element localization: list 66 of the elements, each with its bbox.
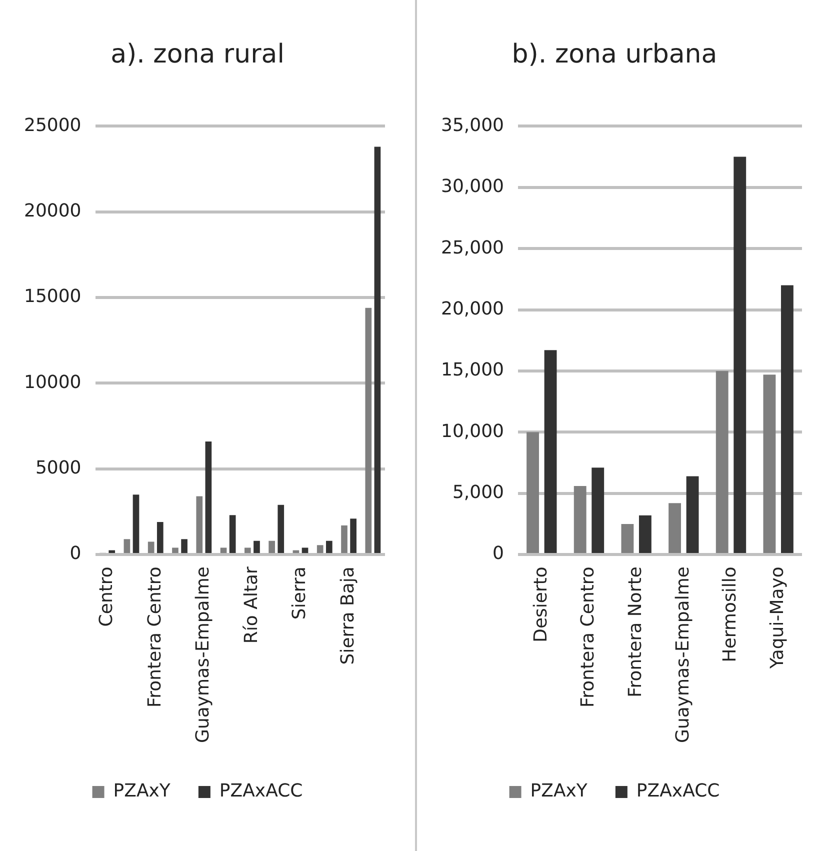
x-tick-label: Sierra Baja	[337, 566, 358, 665]
y-tick-label: 30,000	[441, 176, 504, 198]
bar	[278, 504, 284, 554]
x-tick-label: Yaqui-Mayo	[767, 566, 788, 670]
bar	[326, 540, 332, 554]
y-tick-label: 5,000	[452, 482, 504, 504]
y-tick-label: 5000	[35, 458, 82, 479]
bar	[716, 370, 728, 554]
bar	[205, 441, 212, 554]
x-tick-label: Sierra	[289, 566, 310, 620]
y-tick-label: 15,000	[441, 360, 504, 381]
bar	[268, 540, 275, 554]
y-tick-label: 20,000	[441, 298, 504, 320]
x-tick-label: Centro	[96, 566, 118, 627]
x-tick-label: Guaymas-Empalme	[192, 566, 214, 744]
legend-label: PZAxACC	[636, 780, 720, 802]
bar	[638, 515, 652, 554]
y-tick-label: 10000	[24, 372, 82, 393]
y-tick-label: 35,000	[441, 114, 504, 136]
bar	[316, 545, 324, 554]
bar	[350, 518, 356, 554]
bar	[365, 308, 372, 554]
bar	[108, 550, 116, 554]
bar	[302, 548, 308, 554]
bar	[763, 374, 776, 554]
legend-label: PZAxY	[530, 780, 588, 802]
x-tick-label: Guaymas-Empalme	[672, 566, 694, 744]
y-tick-label: 15000	[24, 286, 82, 308]
x-tick-label: Frontera Centro	[144, 566, 166, 708]
bar	[156, 522, 164, 554]
bar	[196, 496, 203, 554]
y-tick-label: 20000	[24, 200, 82, 222]
bar	[374, 146, 381, 554]
bar	[621, 524, 634, 554]
bar	[734, 156, 746, 554]
bar	[148, 542, 154, 554]
bar	[592, 468, 604, 554]
bar	[172, 548, 178, 554]
bar	[132, 494, 140, 554]
y-tick-label: 0	[492, 543, 504, 564]
bar	[668, 503, 681, 554]
y-tick-label: 25,000	[441, 237, 504, 258]
bar	[220, 548, 227, 554]
bar	[686, 476, 699, 554]
bar	[544, 350, 557, 554]
bar	[780, 285, 794, 554]
chart-title: a). zona rural	[110, 39, 284, 70]
bar	[341, 525, 348, 554]
bar	[181, 539, 188, 554]
x-tick-label: Desierto	[530, 566, 552, 642]
x-tick-label: Frontera Centro	[578, 566, 599, 708]
bar	[229, 515, 236, 554]
legend-label: PZAxY	[113, 780, 172, 802]
x-tick-label: Hermosillo	[720, 566, 741, 662]
bar	[254, 540, 260, 554]
bar	[574, 486, 586, 554]
bar	[124, 539, 130, 554]
x-tick-label: Frontera Norte	[624, 566, 646, 698]
y-tick-label: 25000	[24, 114, 82, 136]
bar	[244, 548, 251, 554]
legend-label: PZAxACC	[219, 780, 303, 802]
chart-title: b). zona urbana	[512, 39, 718, 70]
y-tick-label: 10,000	[441, 420, 504, 442]
y-tick-label: 0	[70, 543, 82, 564]
x-tick-label: Río Altar	[240, 566, 262, 644]
bar	[526, 432, 539, 554]
